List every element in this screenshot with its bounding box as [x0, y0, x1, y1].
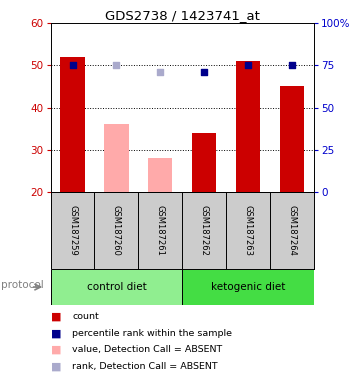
Title: GDS2738 / 1423741_at: GDS2738 / 1423741_at — [105, 9, 260, 22]
Point — [113, 62, 119, 68]
Point — [70, 62, 75, 68]
Bar — [192, 133, 216, 192]
Text: GSM187263: GSM187263 — [244, 205, 253, 256]
Text: ■: ■ — [51, 345, 61, 355]
Point — [289, 62, 295, 68]
Text: GSM187262: GSM187262 — [200, 205, 209, 256]
Text: value, Detection Call = ABSENT: value, Detection Call = ABSENT — [72, 345, 222, 354]
Text: ketogenic diet: ketogenic diet — [211, 282, 286, 292]
Text: control diet: control diet — [87, 282, 146, 292]
Text: protocol: protocol — [1, 280, 43, 290]
Text: ■: ■ — [51, 361, 61, 371]
Text: GSM187260: GSM187260 — [112, 205, 121, 256]
Text: count: count — [72, 312, 99, 321]
Text: GSM187259: GSM187259 — [68, 205, 77, 256]
Bar — [51, 269, 182, 305]
Bar — [148, 158, 173, 192]
Point — [157, 69, 163, 75]
Bar — [182, 269, 314, 305]
Text: ■: ■ — [51, 312, 61, 322]
Text: percentile rank within the sample: percentile rank within the sample — [72, 329, 232, 338]
Bar — [104, 124, 129, 192]
Point — [201, 69, 207, 75]
Bar — [60, 57, 84, 192]
Bar — [236, 61, 260, 192]
Text: rank, Detection Call = ABSENT: rank, Detection Call = ABSENT — [72, 362, 218, 371]
Text: ■: ■ — [51, 328, 61, 338]
Point — [245, 62, 251, 68]
Text: GSM187264: GSM187264 — [288, 205, 297, 256]
Bar — [280, 86, 304, 192]
Text: GSM187261: GSM187261 — [156, 205, 165, 256]
